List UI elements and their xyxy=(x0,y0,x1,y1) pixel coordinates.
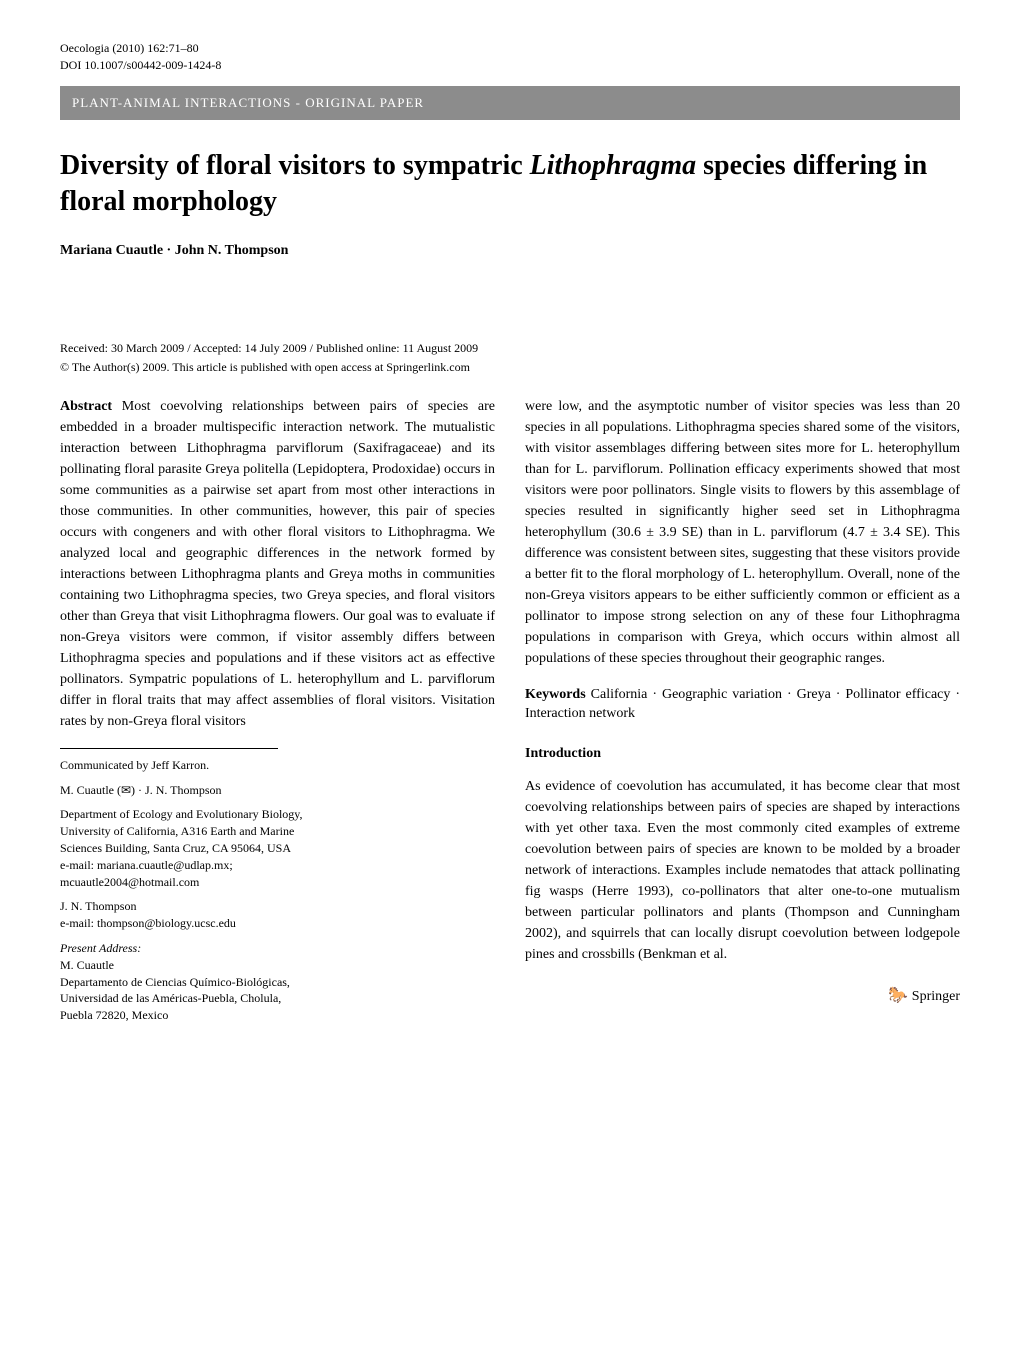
two-column-layout: Abstract Most coevolving relationships b… xyxy=(60,396,960,1032)
footer-block: Communicated by Jeff Karron. M. Cuautle … xyxy=(60,757,495,1024)
keywords-line: Keywords California · Geographic variati… xyxy=(525,685,960,724)
present-address-name: M. Cuautle xyxy=(60,958,114,972)
keywords-label: Keywords xyxy=(525,687,586,702)
keywords-text: California · Geographic variation · Grey… xyxy=(525,687,960,722)
present-line-0: Departamento de Ciencias Químico-Biológi… xyxy=(60,975,290,989)
aff1-line-3: e-mail: mariana.cuautle@udlap.mx; xyxy=(60,858,233,872)
abstract-left-text: Most coevolving relationships between pa… xyxy=(60,399,495,729)
present-line-2: Puebla 72820, Mexico xyxy=(60,1008,168,1022)
abstract-paragraph: Abstract Most coevolving relationships b… xyxy=(60,396,495,732)
introduction-heading: Introduction xyxy=(525,744,960,764)
corresponding-authors: M. Cuautle (✉) · J. N. Thompson xyxy=(60,782,495,799)
right-column: were low, and the asymptotic number of v… xyxy=(525,396,960,1032)
present-line-1: Universidad de las Américas-Puebla, Chol… xyxy=(60,991,281,1005)
present-address-block: Present Address: M. Cuautle Departamento… xyxy=(60,940,495,1024)
article-title: Diversity of floral visitors to sympatri… xyxy=(60,148,960,221)
aff1-line-0: Department of Ecology and Evolutionary B… xyxy=(60,807,303,821)
aff1-line-1: University of California, A316 Earth and… xyxy=(60,824,294,838)
aff1-line-2: Sciences Building, Santa Cruz, CA 95064,… xyxy=(60,841,291,855)
left-column: Abstract Most coevolving relationships b… xyxy=(60,396,495,1032)
author-2-name: J. N. Thompson xyxy=(60,899,136,913)
abstract-label: Abstract xyxy=(60,399,112,414)
communicated-by: Communicated by Jeff Karron. xyxy=(60,757,495,774)
springer-text: Springer xyxy=(912,989,960,1004)
springer-logo: 🐎 Springer xyxy=(525,985,960,1007)
authors: Mariana Cuautle · John N. Thompson xyxy=(60,241,960,261)
present-address-label: Present Address: xyxy=(60,941,141,955)
author-2-email: e-mail: thompson@biology.ucsc.edu xyxy=(60,916,236,930)
copyright-line: © The Author(s) 2009. This article is pu… xyxy=(60,359,960,376)
affiliation-1: Department of Ecology and Evolutionary B… xyxy=(60,806,495,890)
springer-icon: 🐎 xyxy=(888,985,908,1007)
journal-meta: Oecologia (2010) 162:71–80 DOI 10.1007/s… xyxy=(60,40,960,74)
abstract-right-text: were low, and the asymptotic number of v… xyxy=(525,396,960,669)
title-prefix: Diversity of floral visitors to sympatri… xyxy=(60,150,530,181)
section-banner: PLANT-ANIMAL INTERACTIONS - ORIGINAL PAP… xyxy=(60,86,960,120)
author-2-block: J. N. Thompson e-mail: thompson@biology.… xyxy=(60,898,495,932)
aff1-line-4: mcuautle2004@hotmail.com xyxy=(60,875,199,889)
journal-line: Oecologia (2010) 162:71–80 xyxy=(60,40,960,57)
title-italic: Lithophragma xyxy=(530,150,696,181)
introduction-text: As evidence of coevolution has accumulat… xyxy=(525,776,960,965)
dates-line: Received: 30 March 2009 / Accepted: 14 J… xyxy=(60,340,960,357)
doi-line: DOI 10.1007/s00442-009-1424-8 xyxy=(60,57,960,74)
footer-divider xyxy=(60,748,278,749)
